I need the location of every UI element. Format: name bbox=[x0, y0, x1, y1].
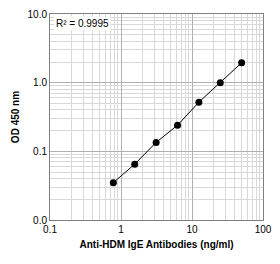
svg-text:Anti-HDM IgE Antibodies (ng/ml: Anti-HDM IgE Antibodies (ng/ml) bbox=[79, 239, 233, 250]
svg-text:1: 1 bbox=[118, 224, 124, 235]
svg-text:10.0: 10.0 bbox=[28, 9, 48, 20]
svg-text:0.1: 0.1 bbox=[43, 224, 57, 235]
svg-text:0.1: 0.1 bbox=[33, 146, 47, 157]
svg-text:100: 100 bbox=[255, 224, 272, 235]
svg-text:OD 450 nm: OD 450 nm bbox=[10, 91, 21, 143]
svg-text:1.0: 1.0 bbox=[33, 77, 47, 88]
svg-text:R² = 0.9995: R² = 0.9995 bbox=[56, 18, 109, 29]
svg-text:10: 10 bbox=[186, 224, 198, 235]
svg-text:0.0: 0.0 bbox=[33, 215, 47, 226]
